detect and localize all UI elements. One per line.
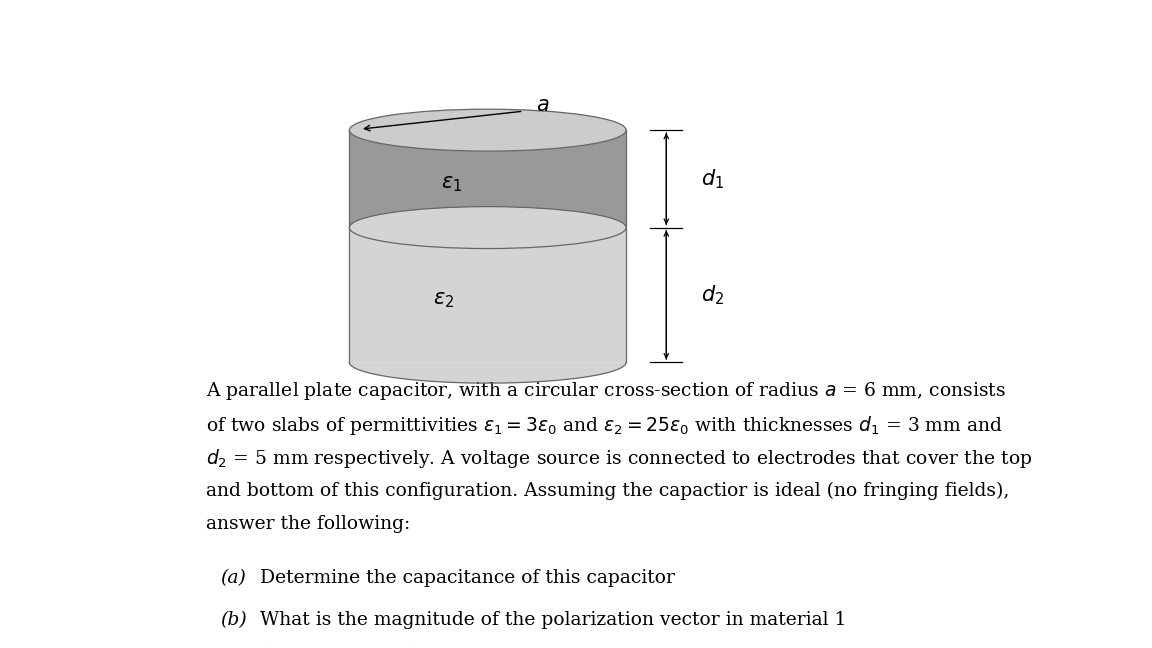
- Text: $d_2$: $d_2$: [702, 283, 725, 307]
- Text: $a$: $a$: [537, 96, 550, 115]
- Ellipse shape: [349, 110, 627, 151]
- Text: (the top portion) for an applied voltage of $V_0$ = 10V?: (the top portion) for an applied voltage…: [260, 645, 759, 648]
- Text: (a): (a): [220, 569, 245, 587]
- Text: answer the following:: answer the following:: [206, 515, 411, 533]
- Text: $d_2$ = 5 mm respectively. A voltage source is connected to electrodes that cove: $d_2$ = 5 mm respectively. A voltage sou…: [206, 448, 1033, 470]
- Text: What is the magnitude of the polarization vector in material 1: What is the magnitude of the polarizatio…: [260, 610, 847, 629]
- Text: $d_1$: $d_1$: [702, 167, 725, 191]
- Ellipse shape: [349, 207, 627, 249]
- Text: (b): (b): [220, 610, 247, 629]
- Text: and bottom of this configuration. Assuming the capactior is ideal (no fringing f: and bottom of this configuration. Assumi…: [206, 481, 1010, 500]
- Polygon shape: [349, 227, 627, 362]
- Text: $\varepsilon_1$: $\varepsilon_1$: [441, 174, 463, 194]
- Text: $\varepsilon_2$: $\varepsilon_2$: [432, 290, 454, 310]
- Polygon shape: [349, 130, 627, 227]
- Text: A parallel plate capacitor, with a circular cross-section of radius $a$ = 6 mm, : A parallel plate capacitor, with a circu…: [206, 380, 1007, 402]
- Text: Determine the capacitance of this capacitor: Determine the capacitance of this capaci…: [260, 569, 675, 587]
- Polygon shape: [349, 362, 627, 383]
- Text: of two slabs of permittivities $\varepsilon_1 = 3\varepsilon_0$ and $\varepsilon: of two slabs of permittivities $\varepsi…: [206, 413, 1003, 437]
